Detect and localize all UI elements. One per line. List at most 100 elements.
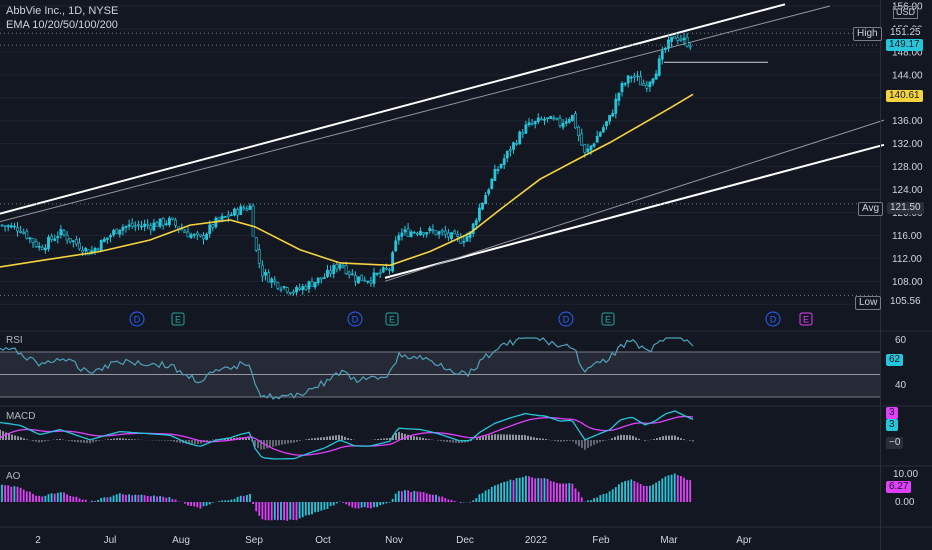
dividend-marker-circle xyxy=(765,311,781,327)
candle-body xyxy=(487,189,491,195)
event-marker-label: E xyxy=(175,315,181,325)
candle-body xyxy=(223,216,227,218)
candle-body xyxy=(639,76,643,86)
candle-body xyxy=(6,225,10,228)
candle-body xyxy=(25,230,29,239)
candle-body xyxy=(561,123,565,128)
candle-body xyxy=(115,228,119,234)
candle-body xyxy=(456,234,460,237)
candle-body xyxy=(344,265,348,274)
earnings-marker[interactable]: E xyxy=(385,312,399,326)
candle-body xyxy=(295,286,298,293)
macd-line-tag: 3 xyxy=(886,419,898,431)
time-axis[interactable]: 2 Jul Aug Sep Oct Nov Dec 2022 Feb Mar Apr xyxy=(35,535,752,546)
candle-body xyxy=(205,233,209,240)
candle-body xyxy=(446,232,450,238)
candle-body xyxy=(56,236,60,239)
candle-body xyxy=(539,118,543,121)
candle-body xyxy=(3,225,7,227)
candle-body xyxy=(425,232,429,235)
candle-body xyxy=(260,264,264,277)
ao-pane-title[interactable]: AO xyxy=(6,471,21,482)
upper-inner-channel-line xyxy=(0,5,831,223)
candle-body xyxy=(481,202,484,210)
candle-body xyxy=(592,143,596,147)
earnings-marker[interactable]: E xyxy=(601,312,615,326)
candle-body xyxy=(220,215,224,220)
candles[interactable] xyxy=(0,32,692,297)
dividend-marker[interactable]: D xyxy=(558,311,574,327)
candle-body xyxy=(654,73,658,80)
price-tick-label: 124.00 xyxy=(892,185,923,196)
trend-channels xyxy=(0,3,885,282)
price-tick-label: 148.00 xyxy=(892,47,923,58)
price-tick-label: 116.00 xyxy=(892,231,922,242)
earnings-marker-box xyxy=(171,312,185,326)
macd-pane[interactable] xyxy=(0,410,694,460)
candle-body xyxy=(642,83,646,86)
candle-body xyxy=(474,220,478,225)
candle-body xyxy=(431,229,435,232)
candle-body xyxy=(406,228,410,237)
candle-body xyxy=(133,225,137,228)
candle-body xyxy=(161,218,165,226)
event-marker-label: E xyxy=(803,315,809,325)
candle-body xyxy=(512,142,515,150)
candle-body xyxy=(158,218,162,227)
candle-body xyxy=(208,224,212,235)
candle-body xyxy=(37,246,41,248)
ao-pane[interactable] xyxy=(1,473,692,521)
earnings-marker[interactable]: E xyxy=(799,312,813,326)
dividend-marker[interactable]: D xyxy=(347,311,363,327)
time-tick-label: 2022 xyxy=(525,535,548,546)
candle-body xyxy=(667,39,670,49)
symbol-title[interactable]: AbbVie Inc., 1D, NYSE xyxy=(6,5,119,17)
candle-body xyxy=(583,144,587,153)
candle-body xyxy=(543,119,546,121)
dividend-marker[interactable]: D xyxy=(129,311,145,327)
event-marker-label: D xyxy=(134,315,141,325)
candle-body xyxy=(577,126,581,136)
candle-body xyxy=(508,149,512,152)
time-tick-label: Sep xyxy=(245,535,263,546)
candle-body xyxy=(285,287,289,293)
price-tick-label: 112.00 xyxy=(892,254,922,265)
candle-body xyxy=(164,223,168,225)
candle-body xyxy=(335,264,339,270)
candle-body xyxy=(71,240,75,243)
candle-body xyxy=(34,240,38,247)
candle-body xyxy=(378,272,382,274)
earnings-marker[interactable]: E xyxy=(171,312,185,326)
candle-body xyxy=(608,115,612,122)
price-level-lines xyxy=(0,32,880,296)
lower-inner-channel-line xyxy=(384,119,885,282)
candle-body xyxy=(552,117,556,120)
candle-body xyxy=(189,234,193,238)
macd-pane-title[interactable]: MACD xyxy=(6,411,36,422)
candle-body xyxy=(403,229,407,233)
candle-body xyxy=(183,230,187,234)
candle-body xyxy=(171,217,174,220)
dividend-marker-circle xyxy=(129,311,145,327)
currency-badge[interactable]: USD xyxy=(893,6,919,19)
event-marker-label: E xyxy=(605,315,611,325)
candle-body xyxy=(670,36,674,42)
candle-body xyxy=(65,234,69,241)
rsi-pane[interactable] xyxy=(0,337,880,400)
candle-body xyxy=(316,277,320,284)
candle-body xyxy=(304,286,308,290)
upper-channel-line xyxy=(0,3,786,215)
indicator-legend[interactable]: EMA 10/20/50/100/200 xyxy=(6,19,118,31)
candle-body xyxy=(493,169,497,181)
candle-body xyxy=(50,235,54,240)
candle-body xyxy=(313,281,317,288)
candle-body xyxy=(217,217,221,221)
candle-body xyxy=(555,117,559,120)
price-tick-label: 144.00 xyxy=(892,70,923,81)
price-tick-label: 136.00 xyxy=(892,116,923,127)
dividend-marker[interactable]: D xyxy=(765,311,781,327)
rsi-pane-title[interactable]: RSI xyxy=(6,335,23,346)
candle-body xyxy=(127,224,131,227)
